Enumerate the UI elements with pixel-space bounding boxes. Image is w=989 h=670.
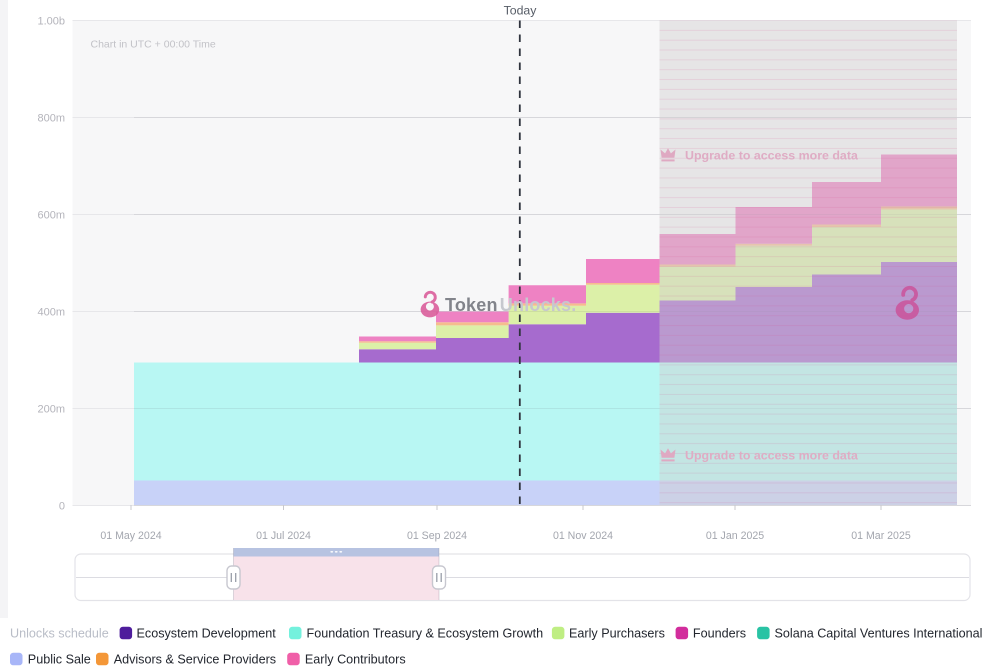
svg-text:800m: 800m <box>37 112 65 124</box>
svg-text:01 Jan 2025: 01 Jan 2025 <box>706 530 764 542</box>
svg-text:Chart in UTC + 00:00 Time: Chart in UTC + 00:00 Time <box>91 39 216 51</box>
svg-text:Founders: Founders <box>693 626 746 640</box>
svg-text:Ecosystem Development: Ecosystem Development <box>137 626 277 640</box>
svg-text:Unlocks.: Unlocks. <box>500 295 577 315</box>
svg-text:Foundation Treasury & Ecosyste: Foundation Treasury & Ecosystem Growth <box>307 626 544 640</box>
svg-text:Public Sale: Public Sale <box>28 652 91 666</box>
svg-text:Upgrade to access more data: Upgrade to access more data <box>685 448 858 462</box>
svg-text:600m: 600m <box>37 209 65 221</box>
svg-text:0: 0 <box>59 500 65 512</box>
svg-text:200m: 200m <box>37 403 65 415</box>
svg-text:01 Nov 2024: 01 Nov 2024 <box>553 530 613 542</box>
svg-text:01 May 2024: 01 May 2024 <box>100 530 161 542</box>
svg-text:1.00b: 1.00b <box>37 15 65 27</box>
svg-text:Upgrade to access more data: Upgrade to access more data <box>685 148 858 162</box>
svg-text:Early Contributors: Early Contributors <box>305 652 406 666</box>
svg-text:Token: Token <box>445 295 498 315</box>
svg-text:Solana Capital Ventures Intern: Solana Capital Ventures International <box>775 626 983 640</box>
svg-text:01 Jul 2024: 01 Jul 2024 <box>256 530 311 542</box>
svg-text:01 Sep 2024: 01 Sep 2024 <box>407 530 467 542</box>
svg-text:400m: 400m <box>37 306 65 318</box>
svg-text:Unlocks schedule: Unlocks schedule <box>10 626 109 640</box>
svg-text:01 Mar 2025: 01 Mar 2025 <box>851 530 911 542</box>
svg-text:Early Purchasers: Early Purchasers <box>569 626 665 640</box>
svg-text:Advisors & Service Providers: Advisors & Service Providers <box>114 652 276 666</box>
svg-text:Today: Today <box>504 4 538 18</box>
